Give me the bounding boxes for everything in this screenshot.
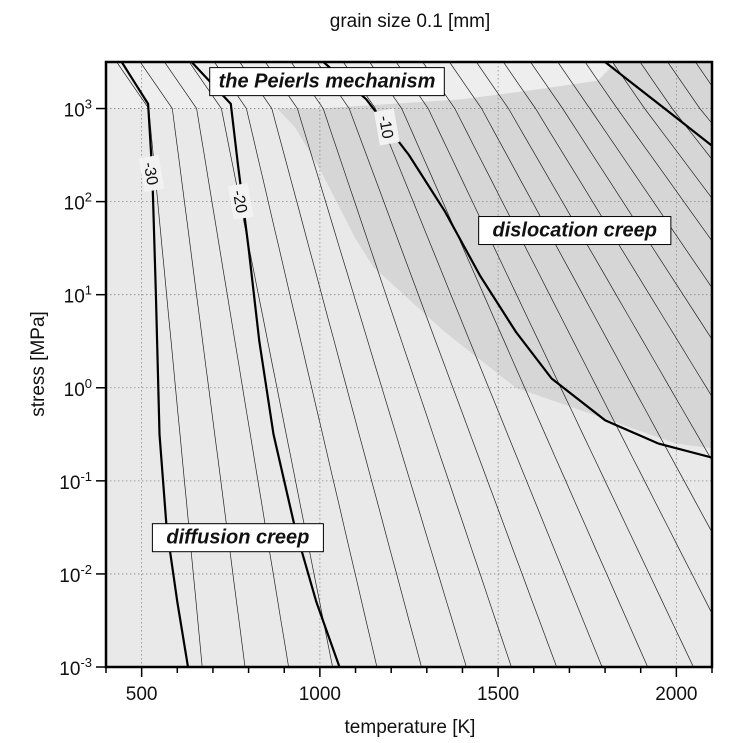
y-tick-label: 10-2: [59, 562, 92, 587]
region-label: the Peierls mechanism: [209, 67, 445, 97]
contour-line-minor: [449, 62, 712, 533]
contour-label: -30: [138, 155, 165, 192]
contour-line-minor: [557, 62, 712, 289]
region-labels: the Peierls mechanism dislocation creep di…: [151, 67, 672, 553]
svg-text:-20: -20: [229, 189, 250, 215]
contour-line-minor: [530, 62, 712, 340]
contour-line-minor: [316, 62, 558, 667]
contour-line-minor: [395, 62, 694, 667]
contour-line-minor: [584, 62, 712, 242]
svg-text:dislocation creep: dislocation creep: [493, 220, 658, 242]
y-tick-label: 101: [64, 283, 92, 308]
contour-line: [120, 62, 190, 667]
plot-frame: [104, 60, 714, 669]
contour-label: -10: [374, 108, 400, 146]
y-tick-label: 10-3: [59, 655, 92, 680]
contour-label: -20: [227, 182, 254, 220]
region-label: diffusion creep: [151, 523, 324, 553]
contour-line-minor: [343, 62, 603, 667]
y-tick-label: 102: [64, 190, 92, 215]
chart-title: grain size 0.1 [mm]: [330, 11, 491, 32]
contour-line-minor: [265, 62, 467, 667]
contour-line-minor: [214, 62, 378, 667]
contour-line-minor: [503, 62, 712, 398]
x-tick-label: 1000: [299, 684, 341, 705]
contour-labels: -30 -20 -10: [138, 108, 400, 220]
contour-line-minor: [422, 62, 712, 615]
contour-line-minor: [723, 62, 744, 667]
contour-line-minor: [612, 62, 712, 199]
contour-line-minor: [139, 62, 246, 667]
contour-line-minor: [369, 62, 649, 667]
y-tick-label: 100: [64, 376, 92, 401]
contour-line: [190, 62, 341, 667]
tick-labels: 500 1000 1500 2000 10-3 10-2 10-1 100 101 102 103: [59, 97, 697, 705]
contour-line-minor: [164, 62, 289, 667]
x-tick-label: 500: [126, 684, 158, 705]
contour-line-minor: [476, 62, 712, 462]
contour-line-minor: [290, 62, 512, 667]
y-axis-title: stress [MPa]: [28, 311, 49, 417]
contour-line-minor: [189, 62, 333, 667]
svg-text:the Peierls mechanism: the Peierls mechanism: [219, 71, 436, 93]
svg-text:-30: -30: [140, 161, 161, 187]
region-dislocation-creep: [277, 62, 712, 449]
x-tick-label: 1500: [477, 684, 519, 705]
grid: [106, 62, 712, 667]
x-tick-label: 2000: [655, 684, 697, 705]
svg-text:-10: -10: [375, 114, 396, 140]
plot-border: [104, 60, 714, 669]
contour-line: [604, 62, 712, 147]
svg-text:diffusion creep: diffusion creep: [166, 527, 309, 549]
contour-line-minor: [239, 62, 422, 667]
y-tick-label: 103: [64, 97, 92, 122]
x-axis-title: temperature [K]: [345, 717, 476, 738]
region-label: dislocation creep: [478, 216, 672, 246]
axis-ticks: [96, 107, 713, 677]
y-tick-label: 10-1: [59, 469, 92, 494]
